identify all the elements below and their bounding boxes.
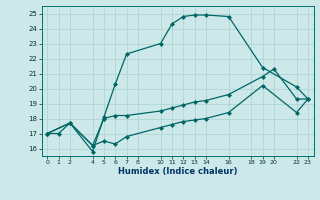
X-axis label: Humidex (Indice chaleur): Humidex (Indice chaleur) (118, 167, 237, 176)
